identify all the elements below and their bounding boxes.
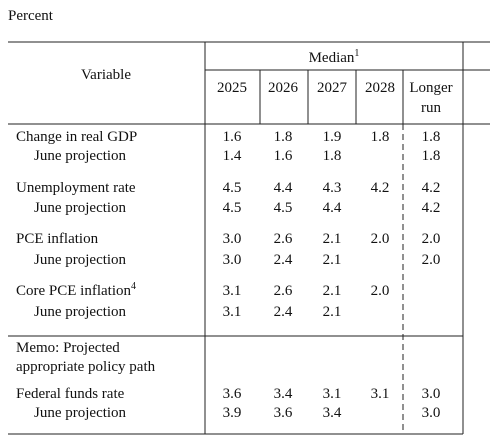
cell-value: 3.0 — [223, 252, 242, 268]
cell-value: 3.9 — [223, 405, 242, 421]
cell-value: 3.4 — [274, 386, 293, 402]
cell-value: 4.2 — [422, 200, 441, 216]
cell-value: 3.1 — [323, 386, 342, 402]
cell-value: 4.2 — [422, 180, 441, 196]
cell-value: 3.4 — [323, 405, 342, 421]
row-label: June projection — [34, 252, 127, 268]
header-word: run — [421, 100, 441, 116]
cell-value: 2.1 — [323, 252, 342, 268]
cell-value: 1.8 — [422, 148, 441, 164]
cell-value: 1.4 — [223, 148, 242, 164]
row-label-text: Unemployment rate — [16, 180, 136, 196]
row-label: June projection — [34, 405, 127, 421]
cell-value: 2.4 — [274, 304, 293, 320]
cell-value: 2.1 — [323, 304, 342, 320]
cell-value: 2.4 — [274, 252, 293, 268]
cell-value: 3.0 — [422, 386, 441, 402]
median-text: Median — [309, 50, 355, 66]
cell-value: 2.0 — [422, 231, 441, 247]
row-label-text: Core PCE inflation — [16, 283, 131, 299]
cell-value: 1.6 — [274, 148, 293, 164]
memo-label: Memo: Projected — [16, 340, 120, 356]
cell-value: 3.6 — [274, 405, 293, 421]
row-label-text: Change in real GDP — [16, 129, 137, 145]
row-label: PCE inflation — [16, 231, 99, 247]
cell-value: 3.0 — [223, 231, 242, 247]
cell-value: 3.1 — [371, 386, 390, 402]
unit-label: Percent — [8, 8, 54, 24]
footnote: 4 — [131, 281, 136, 292]
cell-value: 4.5 — [274, 200, 293, 216]
memo-label: appropriate policy path — [16, 359, 156, 375]
cell-value: 2.0 — [422, 252, 441, 268]
cell-value: 1.9 — [323, 129, 342, 145]
column-header: 2027 — [317, 80, 348, 96]
cell-value: 4.2 — [371, 180, 390, 196]
cell-value: 1.8 — [323, 148, 342, 164]
cell-value: 4.4 — [274, 180, 293, 196]
cell-value: 4.5 — [223, 180, 242, 196]
cell-value: 1.8 — [371, 129, 390, 145]
row-label-text: June projection — [34, 252, 127, 268]
cell-value: 2.0 — [371, 283, 390, 299]
cell-value: 1.8 — [274, 129, 293, 145]
cell-value: 2.1 — [323, 283, 342, 299]
cell-value: 2.1 — [323, 231, 342, 247]
cell-value: 3.6 — [223, 386, 242, 402]
column-header: 2028 — [365, 80, 395, 96]
cell-value: 4.5 — [223, 200, 242, 216]
row-label-text: PCE inflation — [16, 231, 99, 247]
row-label: Change in real GDP — [16, 129, 137, 145]
row-label-text: June projection — [34, 200, 127, 216]
row-label: June projection — [34, 200, 127, 216]
cell-value: 2.0 — [371, 231, 390, 247]
row-label: June projection — [34, 304, 127, 320]
cell-value: 2.6 — [274, 283, 293, 299]
row-label-text: Federal funds rate — [16, 386, 125, 402]
cell-value: 3.1 — [223, 283, 242, 299]
cell-value: 2.6 — [274, 231, 293, 247]
row-label: Core PCE inflation4 — [16, 281, 136, 299]
row-label: Federal funds rate — [16, 386, 125, 402]
cell-value: 1.8 — [422, 129, 441, 145]
row-label-text: June projection — [34, 148, 127, 164]
cell-value: 1.6 — [223, 129, 242, 145]
column-header: 2026 — [268, 80, 299, 96]
column-header: Longer run — [409, 80, 452, 116]
header-word: Longer — [409, 80, 452, 96]
cell-value: 4.3 — [323, 180, 342, 196]
cell-value: 3.1 — [223, 304, 242, 320]
row-label: June projection — [34, 148, 127, 164]
cell-value: 3.0 — [422, 405, 441, 421]
row-label-text: June projection — [34, 304, 127, 320]
column-header: 2025 — [217, 80, 247, 96]
variable-header: Variable — [81, 67, 131, 83]
cell-value: 4.4 — [323, 200, 342, 216]
footnote: 1 — [354, 48, 359, 59]
row-label: Unemployment rate — [16, 180, 136, 196]
median-header: Median1 — [309, 48, 360, 66]
row-label-text: June projection — [34, 405, 127, 421]
